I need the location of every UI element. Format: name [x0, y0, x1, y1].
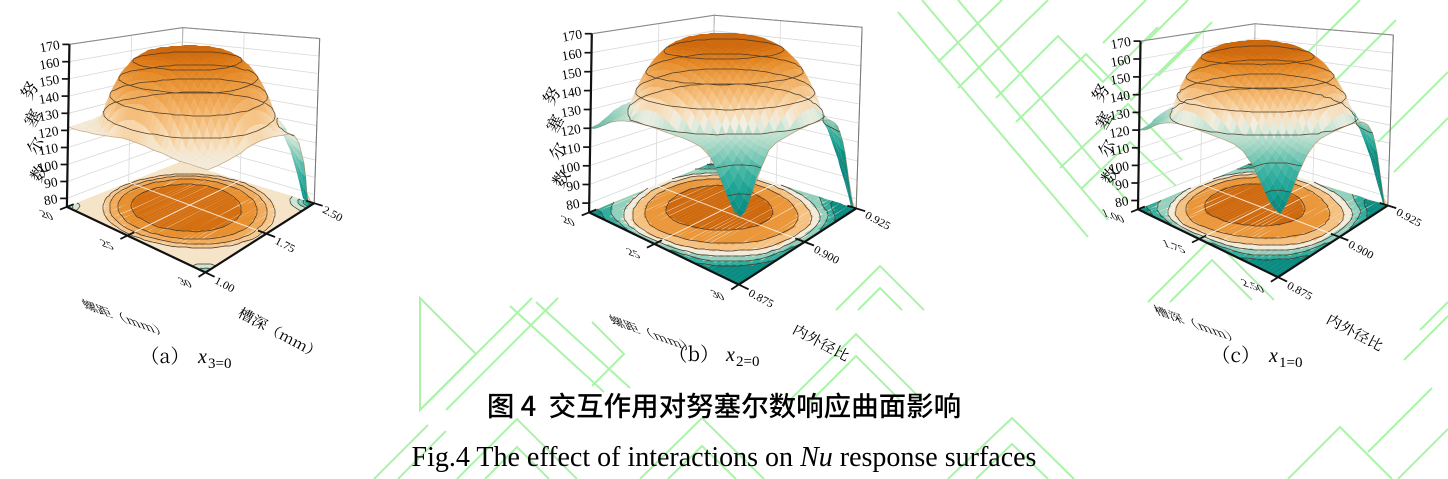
svg-text:80: 80: [43, 191, 59, 208]
svg-text:110: 110: [1108, 140, 1130, 158]
svg-text:100: 100: [37, 157, 60, 175]
svg-text:150: 150: [38, 72, 61, 90]
svg-text:170: 170: [561, 26, 584, 44]
svg-text:140: 140: [1109, 87, 1132, 105]
svg-text:120: 120: [1108, 123, 1131, 141]
svg-text:x: x: [197, 346, 207, 368]
svg-text:90: 90: [43, 174, 59, 191]
svg-text:3=0: 3=0: [208, 356, 231, 372]
svg-text:160: 160: [560, 45, 583, 63]
svg-text:120: 120: [37, 123, 60, 141]
svg-text:Fig.4 The effect of interactio: Fig.4 The effect of interactions on Nu r…: [412, 442, 1037, 473]
svg-text:160: 160: [38, 54, 61, 72]
svg-text:x: x: [725, 344, 735, 366]
svg-text:80: 80: [565, 196, 581, 213]
svg-text:150: 150: [560, 64, 583, 82]
svg-text:130: 130: [37, 106, 60, 124]
svg-text:80: 80: [1114, 193, 1130, 210]
svg-text:100: 100: [559, 158, 582, 176]
svg-text:140: 140: [560, 83, 583, 101]
svg-text:150: 150: [1109, 70, 1132, 88]
svg-text:120: 120: [559, 121, 582, 139]
svg-text:160: 160: [1109, 52, 1132, 70]
svg-text:110: 110: [560, 140, 582, 158]
svg-text:x: x: [1268, 345, 1278, 367]
svg-text:90: 90: [565, 177, 581, 194]
svg-text:170: 170: [38, 37, 61, 55]
svg-text:130: 130: [560, 102, 583, 120]
svg-text:2=0: 2=0: [736, 354, 759, 370]
svg-text:130: 130: [1108, 105, 1131, 123]
svg-text:140: 140: [38, 89, 61, 107]
svg-text:1=0: 1=0: [1279, 355, 1302, 371]
svg-text:170: 170: [1109, 34, 1132, 52]
svg-text:90: 90: [1114, 176, 1130, 193]
svg-text:110: 110: [37, 140, 59, 158]
